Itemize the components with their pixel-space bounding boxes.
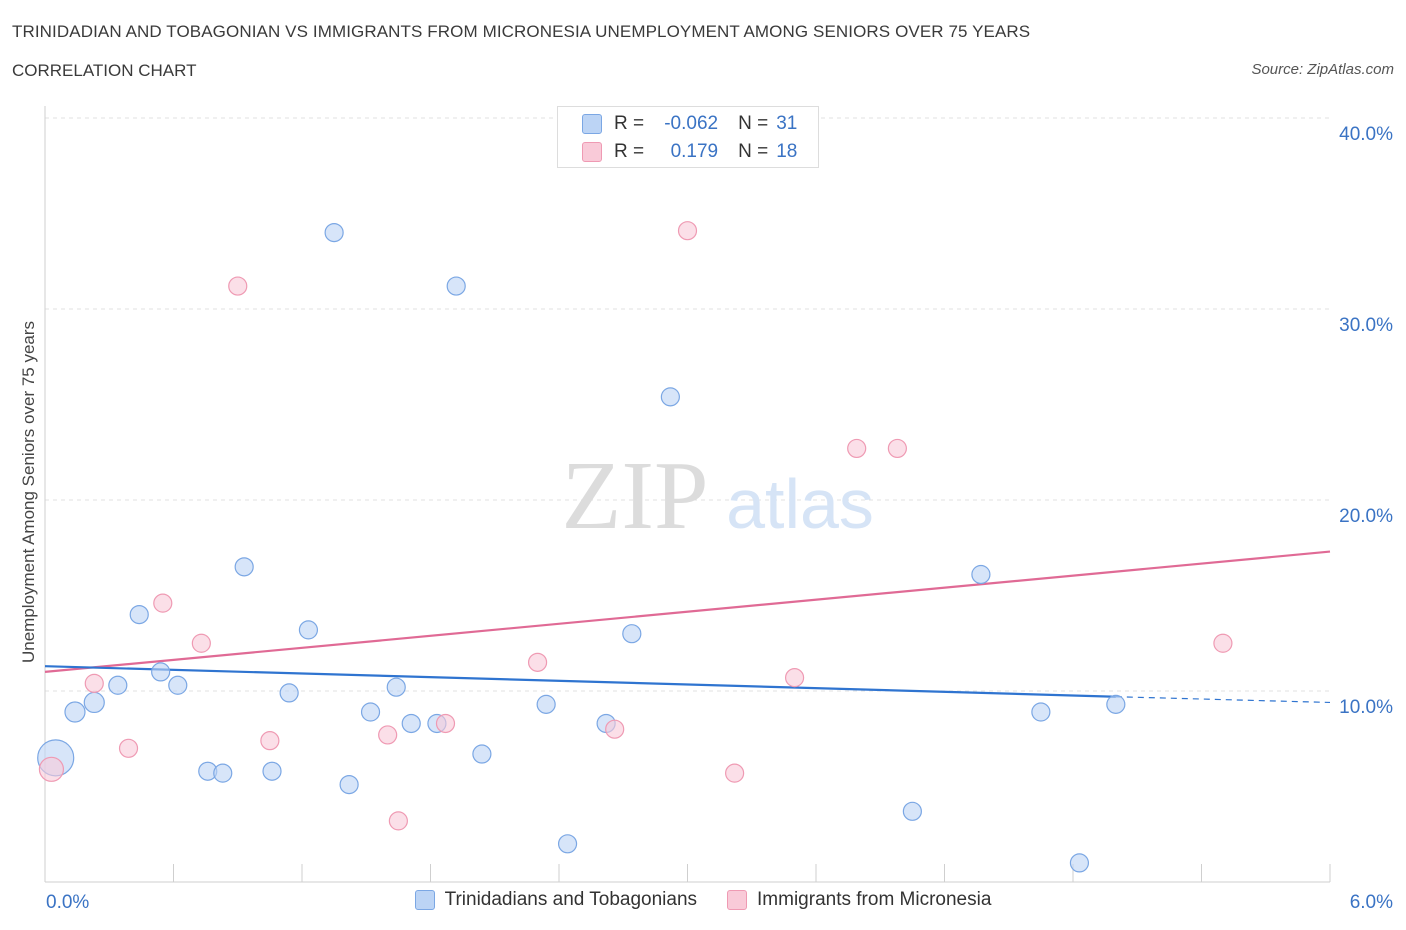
stats-r-value: 0.179 — [670, 141, 719, 162]
point-micronesia — [887, 438, 907, 459]
point-micronesia — [784, 668, 805, 688]
tick-labels: 10.0% 20.0% 30.0% 40.0% 0.0% 6.0% — [46, 124, 1393, 913]
point-trinidadian — [262, 761, 282, 781]
stats-n-value: 18 — [776, 141, 798, 162]
point-trinidadian — [151, 662, 171, 682]
point-trinidadian — [660, 387, 680, 407]
trend-lines — [44, 550, 1331, 704]
point-micronesia — [388, 811, 408, 831]
stats-swatch-blue — [582, 114, 602, 134]
x-tick-label-max: 6.0% — [1350, 892, 1393, 913]
x-tick-label-min: 0.0% — [46, 892, 89, 913]
stats-r-label: R = — [614, 141, 645, 162]
point-micronesia — [677, 221, 698, 241]
y-tick-label: 20.0% — [1339, 506, 1393, 527]
point-micronesia — [118, 738, 139, 758]
stats-row-micronesia: R = 0.179 N = 18 — [582, 138, 797, 166]
point-trinidadian — [401, 713, 421, 734]
point-micronesia — [1213, 633, 1233, 653]
point-micronesia — [84, 673, 104, 693]
point-trinidadian — [971, 564, 991, 585]
point-trinidadian — [324, 223, 344, 243]
point-micronesia — [435, 713, 456, 734]
stats-n-label: N = — [738, 113, 769, 134]
legend-label-micronesia: Immigrants from Micronesia — [757, 889, 992, 910]
legend-label-trinidadian: Trinidadians and Tobagonians — [444, 889, 698, 910]
trend-line-micronesia — [44, 550, 1331, 673]
y-tick-label: 40.0% — [1339, 124, 1393, 145]
y-tick-label: 10.0% — [1339, 697, 1393, 718]
legend-swatch-blue — [414, 890, 435, 910]
point-trinidadian — [386, 677, 406, 697]
point-trinidadian — [168, 675, 188, 695]
point-trinidadian — [1031, 702, 1051, 722]
point-micronesia — [38, 756, 65, 782]
stats-swatch-pink — [582, 142, 602, 162]
point-trinidadian — [902, 801, 922, 821]
point-trinidadian — [298, 620, 319, 640]
point-trinidadian — [446, 276, 466, 296]
trend-line-trinidadian-extension — [1115, 696, 1331, 704]
data-points — [37, 221, 1233, 873]
point-trinidadian — [213, 763, 233, 783]
point-micronesia — [605, 719, 625, 739]
point-trinidadian — [339, 774, 359, 795]
stats-n-value: 31 — [776, 113, 798, 134]
point-trinidadian — [622, 624, 642, 644]
stats-r-value: -0.062 — [664, 113, 719, 134]
y-axis-label: Unemployment Among Seniors over 75 years — [19, 321, 38, 663]
point-micronesia — [527, 652, 548, 672]
watermark-atlas: atlas — [726, 465, 874, 543]
point-micronesia — [847, 438, 867, 459]
point-micronesia — [378, 725, 398, 745]
chart-title: TRINIDADIAN AND TOBAGONIAN VS IMMIGRANTS… — [12, 22, 1031, 41]
chart-subtitle: CORRELATION CHART — [12, 61, 197, 80]
point-micronesia — [725, 763, 745, 783]
point-trinidadian — [279, 683, 299, 703]
point-trinidadian — [536, 694, 556, 714]
point-micronesia — [191, 633, 211, 653]
point-trinidadian — [557, 834, 578, 854]
trend-line-trinidadian — [44, 665, 1116, 698]
source-credit: Source: ZipAtlas.com — [1251, 61, 1394, 78]
point-trinidadian — [83, 691, 105, 714]
point-trinidadian — [1106, 694, 1126, 714]
legend-item-trinidadian[interactable]: Trinidadians and Tobagonians — [414, 889, 698, 911]
legend-swatch-pink — [727, 890, 748, 910]
watermark: ZIP atlas — [562, 442, 874, 550]
grid-lines — [45, 117, 1330, 692]
y-tick-label: 30.0% — [1339, 315, 1393, 336]
point-micronesia — [260, 731, 280, 751]
point-trinidadian — [129, 604, 149, 625]
point-trinidadian — [472, 744, 492, 764]
watermark-zip: ZIP — [562, 442, 709, 550]
point-trinidadian — [108, 675, 128, 695]
point-micronesia — [228, 276, 248, 296]
stats-row-trinidadian: R = -0.062 N = 31 — [582, 110, 797, 138]
series-legend: Trinidadians and Tobagonians Immigrants … — [0, 889, 1406, 911]
stats-n-label: N = — [738, 141, 769, 162]
point-trinidadian — [64, 701, 86, 723]
legend-item-micronesia[interactable]: Immigrants from Micronesia — [727, 889, 991, 911]
stats-legend: R = -0.062 N = 31 R = 0.179 N = 18 — [557, 106, 819, 168]
point-trinidadian — [1069, 853, 1090, 873]
stats-r-label: R = — [614, 113, 645, 134]
point-trinidadian — [234, 557, 254, 577]
point-micronesia — [153, 593, 173, 613]
point-trinidadian — [360, 702, 381, 722]
